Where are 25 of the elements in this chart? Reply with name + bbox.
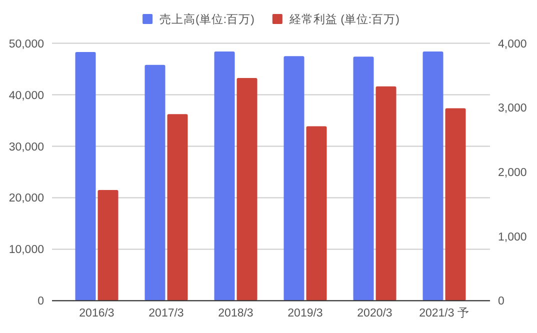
- y2-tick-label: 0: [498, 296, 504, 308]
- x-tick-label: 2017/3: [148, 308, 184, 320]
- x-tick-label: 2018/3: [218, 308, 254, 320]
- y2-tick-label: 2,000: [498, 167, 527, 179]
- bar: [236, 78, 258, 301]
- bar: [376, 86, 396, 301]
- legend-label: 売上高(単位:百万): [160, 12, 255, 26]
- x-tick-label: 2019/3: [288, 308, 323, 320]
- y-tick-label: 10,000: [8, 244, 44, 256]
- y-tick-label: 40,000: [8, 90, 44, 102]
- x-tick-label: 2016/3: [79, 308, 114, 320]
- y2-tick-label: 4,000: [498, 38, 527, 50]
- y-tick-label: 50,000: [8, 38, 44, 50]
- y-tick-label: 0: [38, 296, 44, 308]
- x-tick-label: 2020/3: [357, 308, 392, 320]
- bar: [98, 190, 118, 301]
- bar: [306, 126, 327, 301]
- y2-tick-label: 3,000: [498, 102, 527, 115]
- y-tick-label: 30,000: [8, 141, 44, 154]
- bar: [445, 108, 466, 301]
- y2-tick-label: 1,000: [498, 231, 527, 244]
- x-tick-label: 2021/3 予: [419, 306, 470, 320]
- bar: [167, 114, 188, 301]
- y-tick-label: 20,000: [8, 192, 44, 205]
- legend-label: 経常利益 (単位:百万): [288, 13, 400, 26]
